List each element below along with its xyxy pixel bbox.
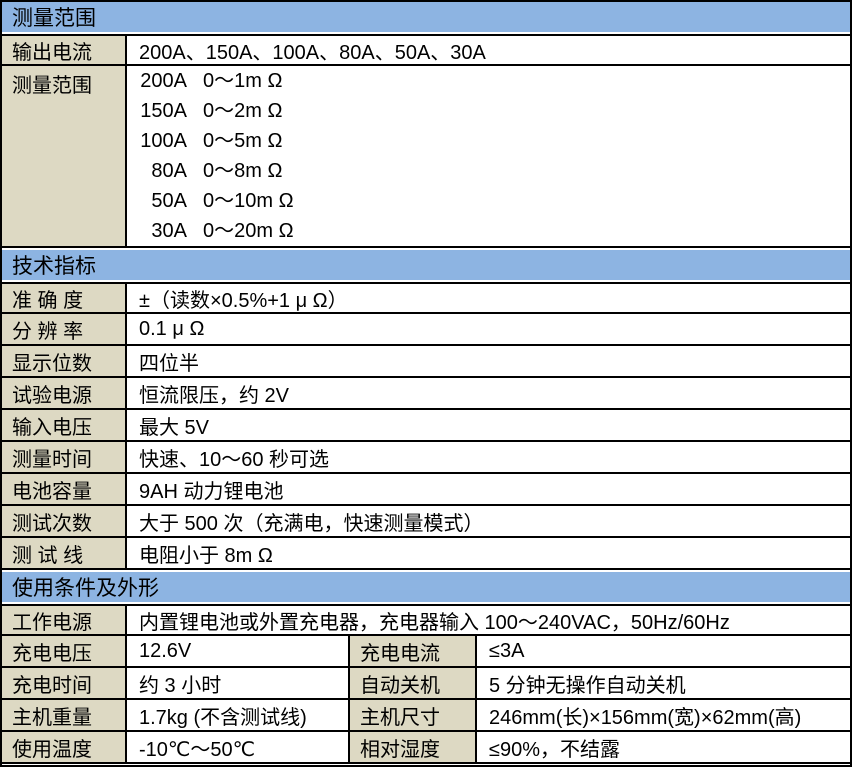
- row-label-resolution: 分 辨 率: [2, 314, 127, 344]
- row-label-auto-shutdown: 自动关机: [350, 668, 477, 698]
- row-label-host-weight: 主机重量: [2, 700, 127, 730]
- row-value-battery-capacity: 9AH 动力锂电池: [127, 474, 850, 504]
- row-label-output-current: 输出电流: [2, 36, 127, 64]
- row-value-test-count: 大于 500 次（充满电，快速测量模式）: [127, 506, 850, 536]
- row-label-charge-time: 充电时间: [2, 668, 127, 698]
- row-value-measure-time: 快速、10～60 秒可选: [127, 442, 850, 472]
- table-row: 输入电压 最大 5V: [2, 410, 850, 442]
- section-title: 测量范围: [12, 7, 96, 30]
- row-value-relative-humidity: ≤90%，不结露: [477, 732, 850, 762]
- range-line: 200A 0～1m Ω: [139, 66, 850, 96]
- row-value-test-lead: 电阻小于 8m Ω: [127, 538, 850, 568]
- table-row: 电池容量 9AH 动力锂电池: [2, 474, 850, 506]
- range-value: 0～10m Ω: [203, 190, 294, 212]
- range-current: 200A: [140, 70, 187, 92]
- section-header-usage-conditions: 使用条件及外形: [2, 572, 850, 602]
- row-value-working-power: 内置锂电池或外置充电器，充电器输入 100～240VAC，50Hz/60Hz: [127, 606, 850, 634]
- range-line: 50A 0～10m Ω: [139, 186, 850, 216]
- table-row: 测 试 线 电阻小于 8m Ω: [2, 538, 850, 570]
- row-label-measure-time: 测量时间: [2, 442, 127, 472]
- row-label-operating-temp: 使用温度: [2, 732, 127, 762]
- row-value-output-current: 200A、150A、100A、80A、50A、30A: [127, 36, 850, 64]
- table-row: 充电时间 约 3 小时 自动关机 5 分钟无操作自动关机: [2, 668, 850, 700]
- section-header-tech-specs: 技术指标: [2, 250, 850, 280]
- table-row: 测量时间 快速、10～60 秒可选: [2, 442, 850, 474]
- table-row: 准 确 度 ±（读数×0.5%+1 μ Ω）: [2, 282, 850, 314]
- table-row: 工作电源 内置锂电池或外置充电器，充电器输入 100～240VAC，50Hz/6…: [2, 604, 850, 636]
- row-value-test-power: 恒流限压，约 2V: [127, 378, 850, 408]
- row-label-relative-humidity: 相对湿度: [350, 732, 477, 762]
- range-value: 0～8m Ω: [203, 160, 283, 182]
- range-value: 0～20m Ω: [203, 220, 294, 242]
- row-value-charge-voltage: 12.6V: [127, 636, 350, 666]
- table-row: 使用温度 -10℃～50℃ 相对湿度 ≤90%，不结露: [2, 732, 850, 764]
- row-label-display-digits: 显示位数: [2, 346, 127, 376]
- row-value-resolution: 0.1 μ Ω: [127, 314, 850, 344]
- row-value-host-size: 246mm(长)×156mm(宽)×62mm(高): [477, 700, 850, 730]
- range-current: 100A: [140, 130, 187, 152]
- row-value-display-digits: 四位半: [127, 346, 850, 376]
- row-value-host-weight: 1.7kg (不含测试线): [127, 700, 350, 730]
- row-value-auto-shutdown: 5 分钟无操作自动关机: [477, 668, 850, 698]
- range-current: 50A: [151, 190, 187, 212]
- row-label-accuracy: 准 确 度: [2, 284, 127, 312]
- range-current: 150A: [140, 100, 187, 122]
- row-label-measure-range: 测量范围: [2, 66, 127, 246]
- row-label-test-lead: 测 试 线: [2, 538, 127, 568]
- row-label-test-power: 试验电源: [2, 378, 127, 408]
- table-row: 充电电压 12.6V 充电电流 ≤3A: [2, 636, 850, 668]
- range-current: 30A: [151, 220, 187, 242]
- row-value-charge-time: 约 3 小时: [127, 668, 350, 698]
- range-line: 150A 0～2m Ω: [139, 96, 850, 126]
- table-row: 主机重量 1.7kg (不含测试线) 主机尺寸 246mm(长)×156mm(宽…: [2, 700, 850, 732]
- row-label-input-voltage: 输入电压: [2, 410, 127, 440]
- table-row: 分 辨 率 0.1 μ Ω: [2, 314, 850, 346]
- range-value: 0～5m Ω: [203, 130, 283, 152]
- row-value-operating-temp: -10℃～50℃: [127, 732, 350, 762]
- row-value-input-voltage: 最大 5V: [127, 410, 850, 440]
- table-row: 输出电流 200A、150A、100A、80A、50A、30A: [2, 34, 850, 66]
- range-value: 0～1m Ω: [203, 70, 283, 92]
- range-value: 0～2m Ω: [203, 100, 283, 122]
- row-label-charge-current: 充电电流: [350, 636, 477, 666]
- table-row: 测试次数 大于 500 次（充满电，快速测量模式）: [2, 506, 850, 538]
- table-row-measure-ranges: 测量范围 200A 0～1m Ω 150A 0～2m Ω 100A 0～5m Ω…: [2, 66, 850, 248]
- table-row: 显示位数 四位半: [2, 346, 850, 378]
- range-current: 80A: [151, 160, 187, 182]
- table-row: 试验电源 恒流限压，约 2V: [2, 378, 850, 410]
- section-header-measure-range: 测量范围: [2, 2, 850, 32]
- range-line: 100A 0～5m Ω: [139, 126, 850, 156]
- row-label-test-count: 测试次数: [2, 506, 127, 536]
- row-label-battery-capacity: 电池容量: [2, 474, 127, 504]
- range-line: 80A 0～8m Ω: [139, 156, 850, 186]
- row-label-host-size: 主机尺寸: [350, 700, 477, 730]
- row-value-charge-current: ≤3A: [477, 636, 850, 666]
- row-value-accuracy: ±（读数×0.5%+1 μ Ω）: [127, 284, 850, 312]
- range-line: 30A 0～20m Ω: [139, 216, 850, 246]
- row-label-working-power: 工作电源: [2, 606, 127, 634]
- row-label-charge-voltage: 充电电压: [2, 636, 127, 666]
- section-title: 使用条件及外形: [12, 577, 159, 600]
- section-title: 技术指标: [12, 255, 96, 278]
- row-value-measure-ranges: 200A 0～1m Ω 150A 0～2m Ω 100A 0～5m Ω 80A …: [127, 66, 850, 246]
